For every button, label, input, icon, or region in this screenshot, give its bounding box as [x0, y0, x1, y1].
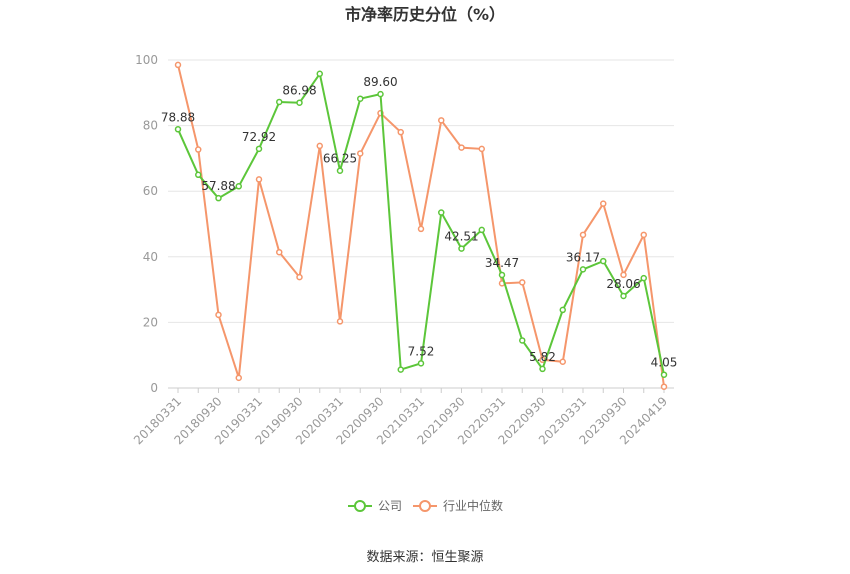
series-company — [174, 70, 668, 378]
data-point[interactable] — [498, 271, 506, 279]
legend-item-company[interactable]: 公司 — [348, 499, 402, 513]
data-point[interactable] — [620, 271, 627, 279]
data-label: 42.51 — [444, 230, 478, 244]
data-point[interactable] — [620, 292, 627, 300]
data-point[interactable] — [255, 145, 263, 153]
data-point[interactable] — [235, 183, 242, 190]
data-label: 57.88 — [201, 179, 235, 193]
data-point[interactable] — [357, 95, 364, 102]
data-label: 34.47 — [485, 256, 519, 270]
data-point[interactable] — [316, 70, 323, 78]
data-point[interactable] — [357, 150, 364, 157]
data-point[interactable] — [417, 225, 425, 233]
data-point[interactable] — [195, 171, 202, 179]
legend: 公司 行业中位数 — [348, 498, 503, 513]
data-point[interactable] — [336, 318, 344, 325]
data-point[interactable] — [600, 257, 607, 265]
series-industry-median — [174, 61, 668, 390]
data-point[interactable] — [276, 248, 283, 256]
data-point[interactable] — [559, 358, 566, 366]
data-point[interactable] — [215, 311, 222, 319]
data-point[interactable] — [235, 374, 242, 382]
data-point[interactable] — [255, 176, 263, 183]
data-point[interactable] — [660, 371, 668, 378]
data-point[interactable] — [559, 306, 566, 314]
y-tick-label: 80 — [143, 119, 158, 133]
data-point[interactable] — [660, 383, 668, 390]
data-label: 4.05 — [651, 356, 678, 370]
data-point[interactable] — [579, 266, 587, 273]
data-label: 66.25 — [323, 152, 357, 166]
legend-item-industry-median[interactable]: 行业中位数 — [413, 498, 503, 513]
data-point[interactable] — [438, 117, 445, 124]
data-label: 5.82 — [529, 350, 556, 364]
data-point[interactable] — [215, 194, 222, 202]
data-label: 7.52 — [408, 344, 435, 358]
data-label: 28.06 — [606, 277, 640, 291]
data-point[interactable] — [478, 145, 485, 153]
data-point[interactable] — [195, 146, 202, 153]
data-point[interactable] — [600, 200, 607, 207]
chart-title: 市净率历史分位（%） — [345, 5, 505, 24]
data-point[interactable] — [640, 274, 647, 282]
data-labels: 78.88 57.88 72.92 86.98 66.25 89.60 7.52 42.51 3… — [161, 75, 678, 370]
y-tick-label: 0 — [150, 381, 158, 395]
data-label: 89.60 — [363, 75, 397, 89]
data-point[interactable] — [377, 90, 384, 98]
data-label: 78.88 — [161, 110, 195, 124]
data-point[interactable] — [519, 337, 526, 344]
data-label: 36.17 — [566, 250, 600, 264]
data-point[interactable] — [478, 226, 485, 234]
data-label: 86.98 — [282, 84, 316, 98]
y-tick-label: 20 — [143, 315, 158, 329]
data-point[interactable] — [458, 144, 465, 151]
legend-marker — [419, 500, 431, 512]
data-point[interactable] — [174, 61, 182, 69]
data-label: 72.92 — [242, 130, 276, 144]
legend-label: 行业中位数 — [443, 498, 503, 513]
y-tick-label: 60 — [143, 184, 158, 198]
legend-label: 公司 — [378, 499, 402, 513]
data-point[interactable] — [438, 209, 445, 216]
data-point[interactable] — [640, 231, 647, 239]
data-point[interactable] — [579, 231, 587, 239]
source-note: 数据来源：恒生聚源 — [366, 550, 483, 565]
data-point[interactable] — [519, 279, 526, 286]
x-axis: 2018033120180930201903312019093020200331… — [131, 387, 674, 447]
data-point[interactable] — [539, 365, 546, 373]
data-point[interactable] — [174, 126, 182, 133]
data-point[interactable] — [397, 128, 404, 136]
y-axis: 0 20 40 60 80 100 — [135, 53, 158, 395]
data-point[interactable] — [336, 167, 344, 174]
y-tick-label: 100 — [135, 53, 158, 67]
data-point[interactable] — [296, 99, 303, 106]
data-point[interactable] — [417, 360, 425, 367]
data-point[interactable] — [458, 245, 465, 252]
data-point[interactable] — [316, 142, 323, 150]
data-point[interactable] — [397, 366, 404, 373]
legend-marker — [354, 500, 366, 512]
series-layer — [174, 61, 668, 390]
y-tick-label: 40 — [143, 250, 158, 264]
data-point[interactable] — [296, 273, 303, 281]
data-point[interactable] — [276, 98, 283, 106]
